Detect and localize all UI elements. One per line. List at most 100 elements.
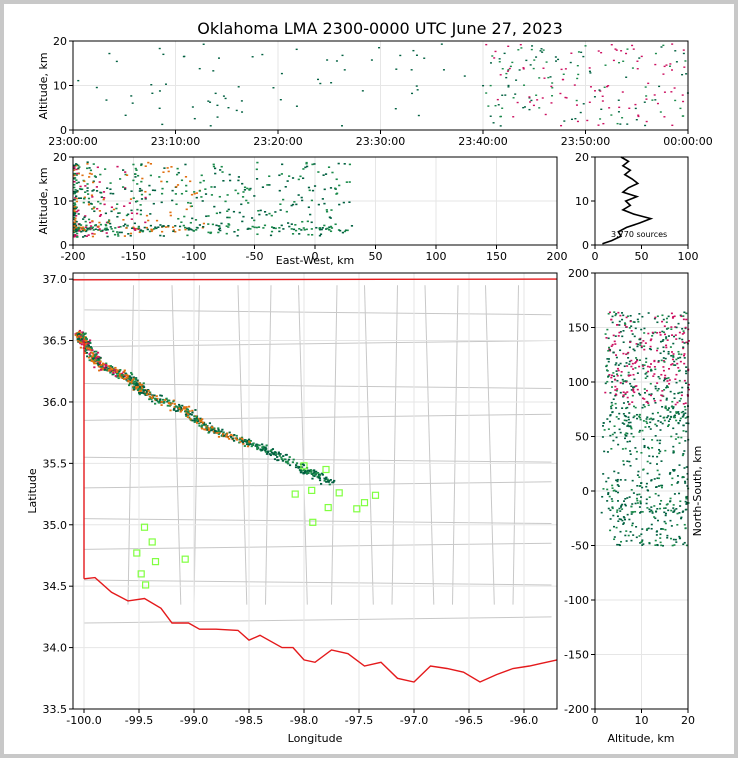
altitude-ns-source (665, 321, 668, 324)
altitude-ns-source (684, 440, 687, 442)
county-line (83, 413, 552, 421)
plan-view-source (281, 459, 285, 462)
altitude-ns-source (620, 540, 623, 543)
ew-altitude-source (81, 226, 85, 229)
ew-altitude-source (159, 234, 162, 237)
time-altitude-source (618, 61, 621, 64)
ew-altitude-source (237, 176, 241, 178)
ew-altitude-source (278, 174, 281, 177)
altitude-ns-source (606, 358, 609, 360)
ew-altitude-source (83, 180, 86, 183)
altitude-ns-source (615, 389, 618, 392)
altitude-ns-source (623, 516, 626, 519)
ew-altitude-source (215, 212, 218, 215)
plan-view-source (265, 453, 269, 455)
time-altitude-source (507, 45, 510, 47)
time-altitude-source (326, 59, 329, 61)
plan-view-source (261, 443, 264, 446)
plan-view-source (241, 441, 245, 444)
ew-altitude-source (228, 216, 231, 219)
altitude-ns-source (673, 469, 676, 471)
plan-view-source (248, 440, 251, 443)
plan-view-source (238, 441, 241, 444)
time-altitude-source (415, 54, 418, 56)
altitude-ns-source (622, 352, 625, 355)
altitude-ns-source (684, 508, 687, 511)
ew-altitude-source (93, 175, 97, 177)
ew-altitude-source (99, 191, 102, 194)
lma-station-marker (133, 549, 141, 557)
ew-altitude-source (249, 187, 252, 190)
altitude-ns-source (641, 397, 644, 400)
altitude-ns-source (617, 443, 620, 446)
altitude-ns-source (673, 493, 676, 495)
plan-view-source (156, 397, 159, 400)
ew-altitude-source (77, 164, 80, 167)
time-altitude-source (636, 68, 639, 70)
altitude-ns-source (626, 497, 629, 499)
time-altitude-source (485, 92, 488, 94)
plan-view-source (135, 387, 138, 390)
ew-altitude-source (234, 189, 237, 192)
ew-altitude-source (313, 185, 317, 187)
ew-altitude-source (94, 176, 97, 178)
plan-view-source (178, 405, 182, 408)
altitude-ns-source (677, 422, 680, 425)
altitude-ns-source (605, 336, 608, 339)
ew-altitude-source (336, 192, 339, 195)
ew-altitude-source (279, 209, 282, 211)
time-altitude-source (570, 118, 573, 121)
plan-view-source (132, 386, 135, 389)
ew-altitude-source (145, 226, 148, 229)
altitude-ns-source (622, 391, 625, 394)
time-altitude-source (671, 124, 674, 127)
altitude-ns-source (678, 331, 681, 334)
ew-altitude-source (73, 202, 76, 204)
altitude-ns-source (633, 349, 636, 352)
altitude-ns-source (646, 507, 649, 509)
altitude-ns-source (687, 388, 690, 391)
plan-view-source (189, 417, 192, 420)
ew-altitude-source (218, 227, 222, 230)
altitude-ns-source (618, 324, 621, 326)
ew-altitude-source (99, 230, 103, 232)
altitude-ns-source (665, 377, 668, 380)
plan-view-source (83, 344, 86, 347)
ew-altitude-source (201, 200, 204, 202)
ew-altitude-source (310, 228, 313, 230)
plan-view-source (127, 376, 130, 379)
plan-view-source (116, 375, 119, 377)
time-altitude-source (335, 60, 338, 62)
ew-altitude-source (243, 186, 247, 189)
ew-altitude-source (92, 163, 95, 165)
time-altitude-source (551, 82, 554, 84)
altitude-ns-source (641, 540, 644, 543)
time-altitude-source (494, 50, 497, 53)
ew-altitude-source (92, 207, 95, 210)
altitude-ns-source (606, 488, 609, 491)
plan-view-source (179, 410, 182, 413)
ew-altitude-source (78, 227, 81, 229)
time-altitude-source (224, 97, 227, 100)
ew-altitude-source (313, 163, 316, 165)
plan-view-source (246, 445, 250, 448)
plan-view-source (172, 400, 175, 403)
altitude-ns-source (676, 512, 679, 515)
altitude-ns-source (606, 380, 609, 383)
ew-altitude-source (74, 223, 77, 225)
altitude-ns-source (678, 464, 681, 466)
altitude-ns-source (639, 500, 642, 502)
altitude-ns-source (639, 394, 642, 396)
altitude-ns-source (646, 375, 649, 378)
altitude-ns-source (664, 512, 667, 515)
time-xtick-label: 23:20:00 (253, 135, 302, 148)
time-altitude-source (580, 51, 583, 54)
time-altitude-source (625, 76, 628, 78)
altitude-ns-source (663, 511, 666, 514)
time-altitude-source (665, 64, 668, 66)
ew-altitude-source (135, 169, 138, 171)
altitude-ns-source (622, 413, 625, 415)
plan-view-source (247, 443, 250, 446)
ew-altitude-source (214, 167, 217, 170)
ew-altitude-source (174, 225, 177, 227)
